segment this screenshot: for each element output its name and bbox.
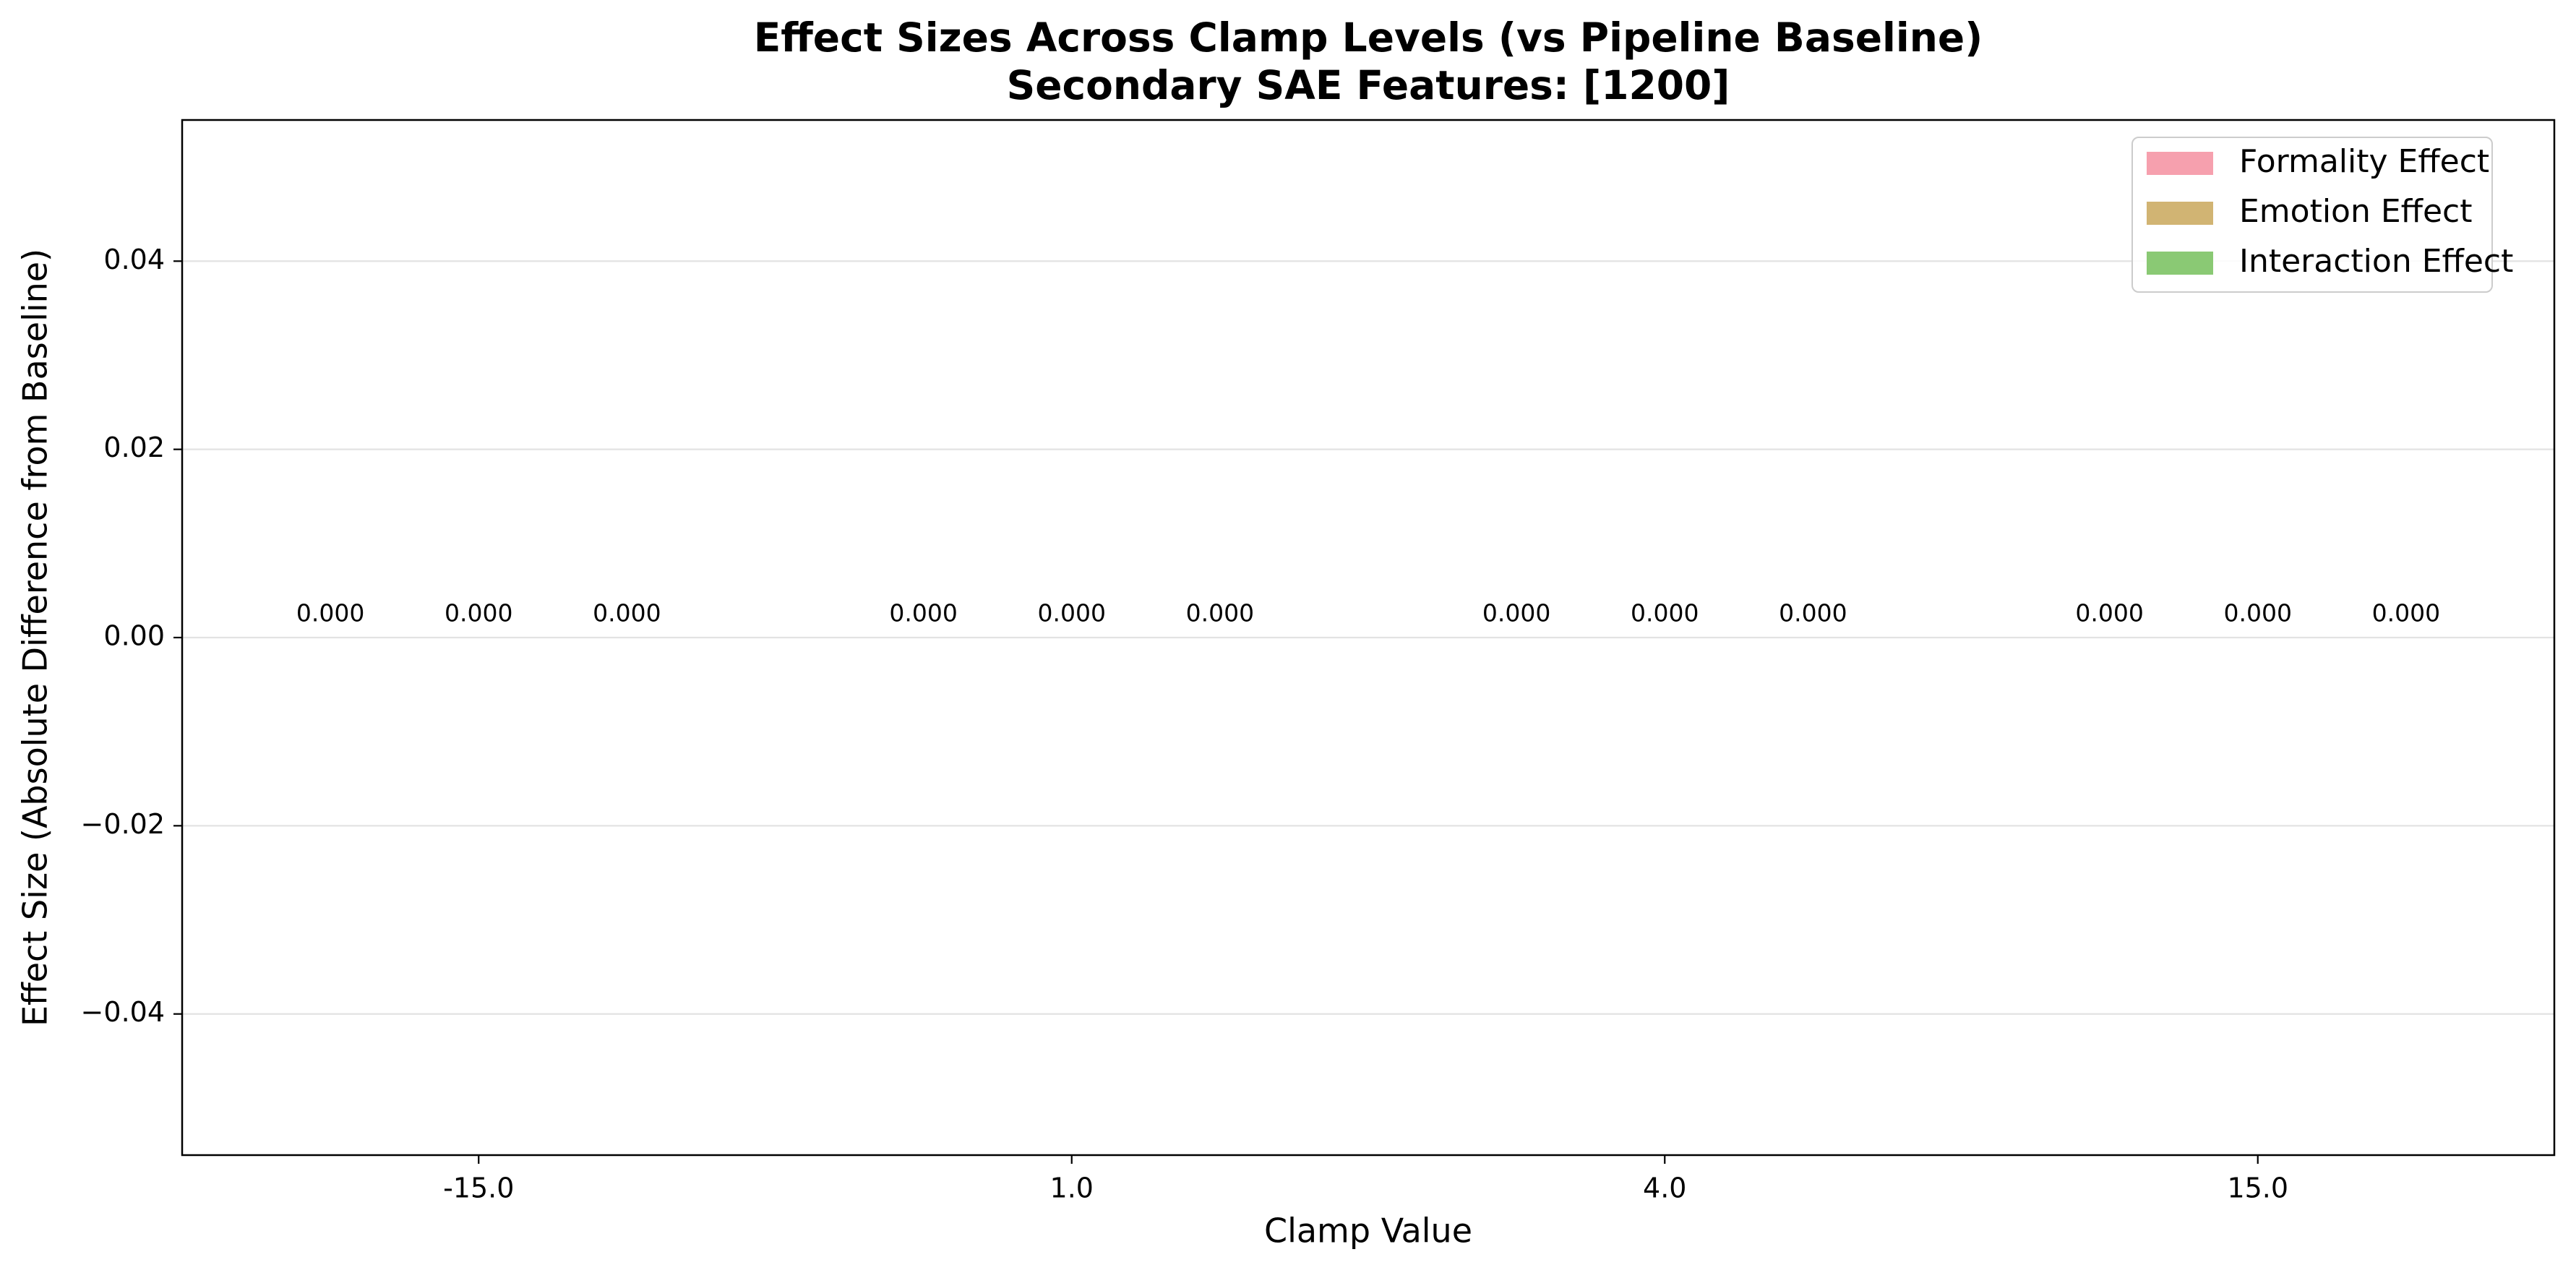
legend-swatch — [2147, 252, 2213, 275]
y-tick-label: −0.02 — [81, 808, 165, 840]
legend: Formality Effect Emotion Effect Interactio… — [2132, 137, 2513, 292]
x-axis-label: Clamp Value — [1264, 1211, 1472, 1251]
x-tick-label: 1.0 — [1050, 1172, 1094, 1204]
legend-items: Formality Effect Emotion Effect Interactio… — [2147, 143, 2513, 280]
bar-value-label: 0.000 — [889, 599, 957, 627]
legend-label: Formality Effect — [2239, 143, 2489, 180]
y-tick-label: 0.00 — [103, 620, 165, 652]
bar-value-label: 0.000 — [445, 599, 512, 627]
y-tick-label: −0.04 — [81, 996, 165, 1028]
bar-value-label: 0.000 — [296, 599, 364, 627]
x-tick-label: 4.0 — [1643, 1172, 1686, 1204]
chart-title: Effect Sizes Across Clamp Levels (vs Pip… — [754, 14, 1983, 61]
y-tick-label: 0.04 — [103, 244, 165, 275]
bar-value-label: 0.000 — [1186, 599, 1254, 627]
y-axis-label: Effect Size (Absolute Difference from Ba… — [16, 249, 55, 1026]
legend-swatch — [2147, 202, 2213, 225]
legend-label: Interaction Effect — [2239, 243, 2513, 280]
y-tick-label: 0.02 — [103, 432, 165, 463]
chart-subtitle: Secondary SAE Features: [1200] — [1007, 62, 1730, 108]
bar-value-label: 0.000 — [1779, 599, 1847, 627]
legend-swatch — [2147, 152, 2213, 175]
bar-value-label: 0.000 — [593, 599, 661, 627]
bar-value-label: 0.000 — [1631, 599, 1699, 627]
x-tick-label: 15.0 — [2227, 1172, 2288, 1204]
bar-value-label: 0.000 — [1038, 599, 1106, 627]
bar-value-label: 0.000 — [2372, 599, 2440, 627]
bar-value-label: 0.000 — [1482, 599, 1550, 627]
x-tick-label: -15.0 — [443, 1172, 514, 1204]
bar-value-label: 0.000 — [2075, 599, 2143, 627]
legend-label: Emotion Effect — [2239, 193, 2472, 230]
bar-value-label: 0.000 — [2224, 599, 2292, 627]
